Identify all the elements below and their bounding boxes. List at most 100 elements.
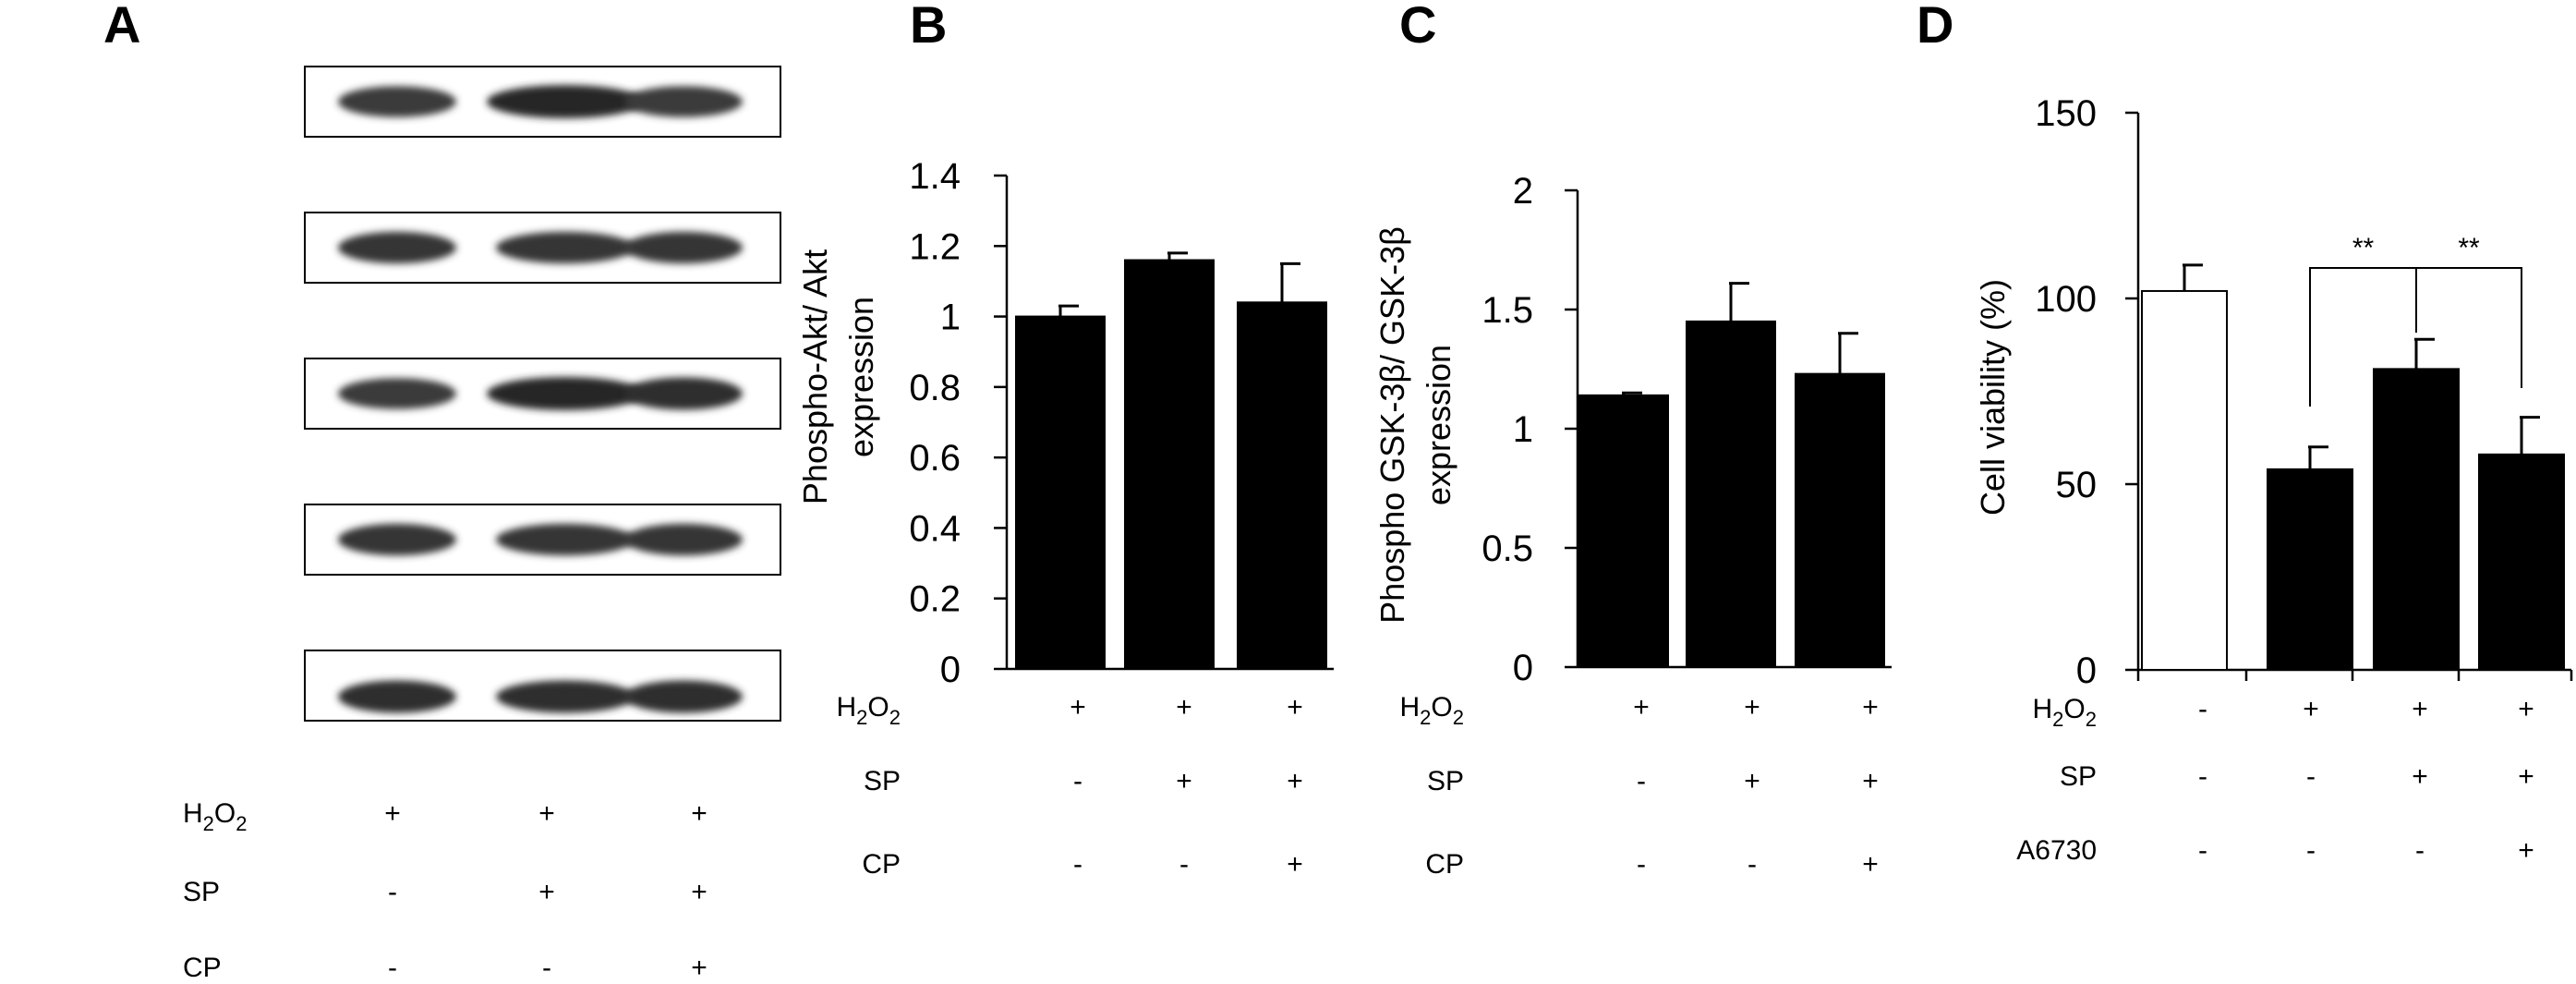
treatment-sign: - [2306,761,2316,792]
y-axis-title: expression [842,297,880,457]
treatment-sign: - [1179,849,1189,880]
panel-letter-d: D [1917,0,1953,54]
significance-label: ** [2458,233,2480,263]
bar [1237,301,1327,670]
condition-label: CP [183,953,222,983]
significance-bracket [2415,267,2522,388]
treatment-sign: + [538,877,555,907]
treatment-sign: + [691,877,707,907]
y-tick-label: 1.2 [909,226,961,267]
panel-letter-b: B [910,0,947,54]
treatment-table-c: H2O2 + + + SP - + + CP - - + [1399,692,1878,880]
treatment-sign: - [1073,766,1082,796]
condition-label: CP [1425,849,1464,880]
treatment-sign: - [388,953,397,983]
panel-letter-c: C [1399,0,1436,54]
treatment-table-d: H2O2 - + + + SP - - + + A6730 - - - + [2016,694,2534,866]
protein-band [338,680,456,713]
y-tick-label: 0.6 [909,438,961,479]
bar [1124,259,1215,670]
treatment-sign: + [2518,694,2534,724]
treatment-sign: + [1633,692,1650,723]
y-tick-label: 0 [940,650,961,690]
protein-band [338,231,456,264]
bar [2373,368,2460,671]
y-tick-label: 0.5 [1482,528,1533,569]
treatment-table-a: H2O2 + + + SP - + + CP - - + [183,798,707,983]
treatment-sign: + [384,798,401,829]
treatment-sign: + [2303,694,2319,724]
protein-band [624,231,743,264]
condition-label: SP [1427,766,1464,796]
treatment-row: SP - + + [864,766,1303,796]
treatment-row: H2O2 + + + [183,798,707,835]
protein-band [338,523,456,556]
y-tick-label: 50 [2056,465,2098,505]
y-tick-label: 0 [2076,650,2097,691]
treatment-table-b: H2O2 + + + SP - + + CP - - + [836,692,1302,880]
condition-label: H2O2 [1399,692,1464,729]
treatment-sign: + [1287,766,1303,796]
panel-letter-a: A [103,0,140,54]
bar [1795,372,1885,668]
treatment-row: CP - - + [1425,849,1878,880]
y-tick-label: 0 [1513,648,1533,688]
y-tick-label: 100 [2035,279,2097,320]
bar [2267,468,2353,672]
protein-band [624,680,743,713]
bar [1015,315,1106,670]
protein-band [624,523,743,556]
treatment-row: H2O2 + + + [1399,692,1878,729]
protein-band [338,378,456,409]
y-tick-label: 1 [1513,409,1533,450]
protein-band [496,680,635,713]
protein-band [496,231,635,264]
y-tick-label: 2 [1513,171,1533,212]
treatment-sign: - [1637,766,1646,796]
treatment-sign: - [1637,849,1646,880]
treatment-sign: + [1287,849,1303,880]
bar [2141,289,2228,671]
protein-band [487,377,644,410]
blot-gapdh [304,650,781,722]
treatment-sign: + [1176,692,1192,723]
treatment-row: A6730 - - - + [2016,835,2534,866]
treatment-sign: - [542,953,551,983]
treatment-sign: + [1862,692,1879,723]
blot-gsk-3 [304,504,781,576]
treatment-sign: + [1070,692,1086,723]
treatment-sign: - [2198,694,2207,724]
blot-phospho-gsk-3 [304,358,781,430]
treatment-sign: + [538,798,555,829]
blot-phospho-akt [304,66,781,138]
protein-band [624,86,743,117]
y-tick-label: 1.5 [1482,290,1533,331]
treatment-sign: - [2198,761,2207,792]
treatment-sign: + [691,953,707,983]
condition-label: SP [864,766,901,796]
treatment-sign: - [2415,835,2425,866]
bar-chart-phospho-gsk3b: C 0 0.5 1 1.5 2 Phospho GSK-3β/ GSK-3β express… [1373,0,1892,880]
blot-stack [304,66,781,722]
treatment-sign: - [2198,835,2207,866]
protein-band [487,85,644,118]
treatment-row: H2O2 + + + [836,692,1302,729]
condition-label: H2O2 [836,692,901,729]
y-axis-title: Phospho GSK-3β/ GSK-3β [1373,226,1411,624]
treatment-row: SP - + + [183,877,707,907]
condition-label: H2O2 [183,798,248,835]
treatment-sign: + [2412,694,2428,724]
treatment-sign: + [2412,761,2428,792]
treatment-row: CP - - + [862,849,1302,880]
y-axis-title: Cell viability (%) [1974,279,2012,516]
treatment-sign: + [1287,692,1303,723]
treatment-sign: + [1862,766,1879,796]
treatment-row: SP - - + + [2060,761,2534,792]
treatment-sign: + [1862,849,1879,880]
treatment-row: H2O2 - + + + [2032,694,2534,731]
condition-label: A6730 [2016,835,2097,866]
y-tick-label: 0.4 [909,508,961,549]
condition-label: CP [862,849,901,880]
y-axis-title: expression [1420,345,1457,505]
protein-band [624,377,743,410]
